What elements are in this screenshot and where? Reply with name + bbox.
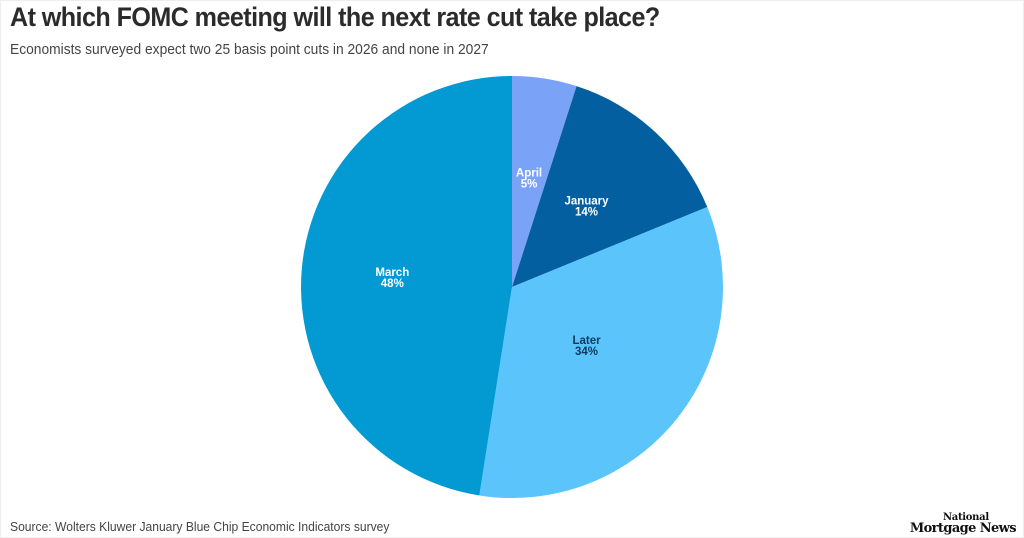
slice-label-january: January 14% (564, 196, 609, 219)
pie-slice-march (301, 76, 512, 496)
logo-line-1: National (942, 512, 989, 523)
pie-slice-april (512, 76, 577, 287)
logo-line-2: Mortgage News (909, 520, 1017, 536)
pie-slice-january (512, 86, 708, 287)
chart-title: At which FOMC meeting will the next rate… (10, 2, 660, 32)
publisher-logo: National Mortgage News (909, 512, 1017, 536)
pie-slice-later (479, 207, 723, 498)
slice-label-later: Later 34% (572, 335, 601, 358)
slice-label-april: April 5% (516, 168, 542, 191)
chart-subtitle: Economists surveyed expect two 25 basis … (10, 41, 489, 58)
slice-label-march: March 48% (375, 267, 409, 290)
source-note: Source: Wolters Kluwer January Blue Chip… (10, 519, 390, 534)
